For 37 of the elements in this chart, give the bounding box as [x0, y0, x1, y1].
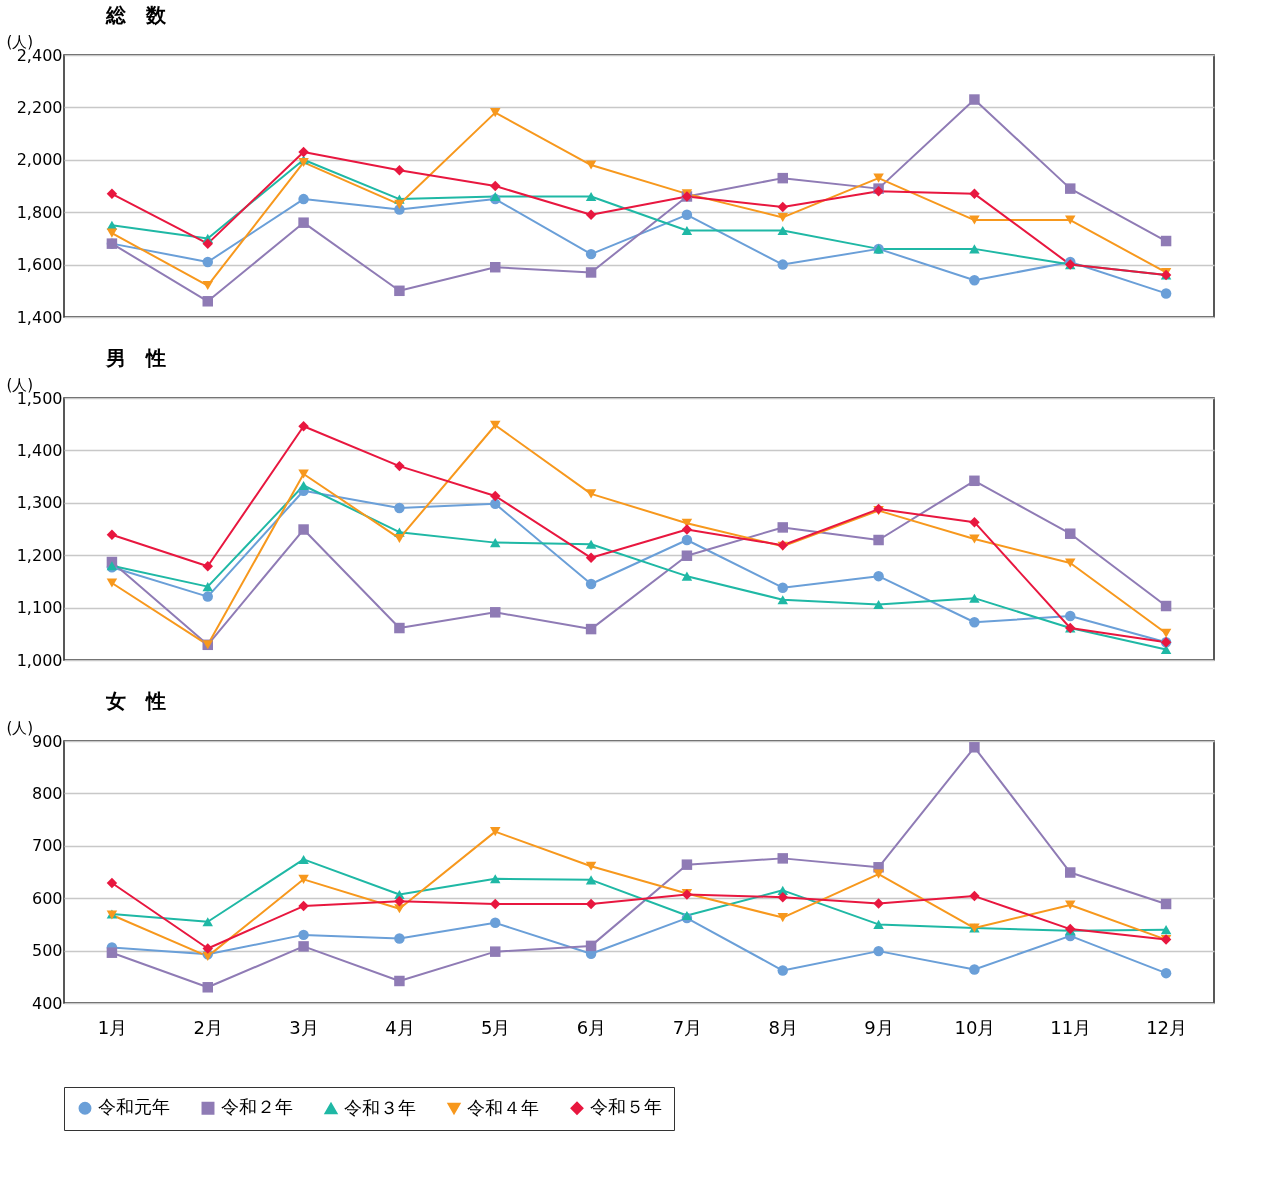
- y-tick-label: 1,200: [16, 545, 63, 565]
- y-tick-label: 1,600: [16, 255, 63, 275]
- y-tick-label: 2,000: [16, 150, 63, 170]
- y-tick-label: 600: [31, 888, 63, 908]
- y-tick-label: 1,100: [16, 598, 63, 618]
- legend-label: 令和５年: [590, 1096, 662, 1118]
- legend-label: 令和２年: [221, 1096, 293, 1118]
- y-tick-label: 700: [31, 836, 63, 856]
- x-tick-label: 2月: [193, 1016, 223, 1038]
- y-tick-label: 1,400: [16, 440, 63, 460]
- x-tick-label: 3月: [289, 1016, 319, 1038]
- legend-label: 令和元年: [98, 1096, 170, 1118]
- x-tick-label: 1月: [97, 1016, 128, 1038]
- x-tick-label: 9月: [864, 1016, 894, 1038]
- y-axis-title: (人): [6, 718, 34, 737]
- chart-title: 男 性: [105, 346, 166, 370]
- chart-title: 総 数: [105, 3, 167, 27]
- y-tick-label: 500: [31, 941, 63, 961]
- x-tick-label: 11月: [1050, 1016, 1092, 1038]
- y-tick-label: 1,800: [16, 202, 63, 222]
- x-tick-label: 12月: [1146, 1016, 1188, 1038]
- legend-label: 令和４年: [467, 1096, 539, 1118]
- y-tick-label: 1,300: [16, 493, 63, 513]
- y-tick-label: 400: [31, 993, 63, 1013]
- y-tick-label: 2,200: [16, 97, 63, 117]
- legend-label: 令和３年: [344, 1096, 416, 1118]
- x-tick-label: 4月: [385, 1016, 415, 1038]
- x-tick-label: 8月: [768, 1016, 798, 1038]
- x-tick-label: 10月: [954, 1016, 996, 1038]
- x-tick-label: 7月: [672, 1016, 703, 1038]
- y-tick-label: 1,000: [16, 650, 63, 670]
- y-tick-label: 800: [31, 783, 63, 803]
- x-tick-label: 5月: [481, 1016, 511, 1038]
- chart-title: 女 性: [105, 689, 166, 713]
- y-tick-label: 1,400: [16, 307, 63, 327]
- y-tick-label: 900: [31, 731, 63, 751]
- x-tick-label: 6月: [576, 1016, 607, 1038]
